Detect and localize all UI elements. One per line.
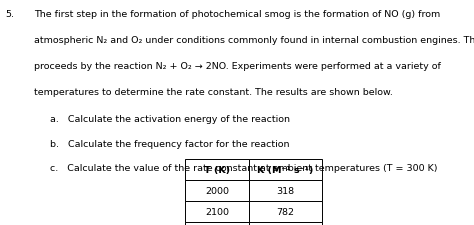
Text: 318: 318 bbox=[276, 186, 295, 195]
Bar bbox=[185, 201, 249, 222]
Text: T (K): T (K) bbox=[204, 166, 230, 175]
Bar bbox=[185, 222, 249, 225]
Text: b.   Calculate the frequency factor for the reaction: b. Calculate the frequency factor for th… bbox=[50, 139, 289, 148]
Text: 2000: 2000 bbox=[205, 186, 229, 195]
Text: proceeds by the reaction N₂ + O₂ → 2NO. Experiments were performed at a variety : proceeds by the reaction N₂ + O₂ → 2NO. … bbox=[34, 62, 441, 71]
Text: atmospheric N₂ and O₂ under conditions commonly found in internal combustion eng: atmospheric N₂ and O₂ under conditions c… bbox=[34, 36, 474, 45]
Bar bbox=[249, 160, 322, 180]
Text: 2100: 2100 bbox=[205, 207, 229, 216]
Bar bbox=[249, 201, 322, 222]
Text: a.   Calculate the activation energy of the reaction: a. Calculate the activation energy of th… bbox=[50, 115, 290, 124]
Bar bbox=[185, 180, 249, 201]
Text: 782: 782 bbox=[277, 207, 294, 216]
Text: c.   Calculate the value of the rate constant at ambient temperatures (T = 300 K: c. Calculate the value of the rate const… bbox=[50, 163, 438, 172]
Text: K (M⁻¹ s⁻¹): K (M⁻¹ s⁻¹) bbox=[257, 166, 314, 175]
Text: The first step in the formation of photochemical smog is the formation of NO (g): The first step in the formation of photo… bbox=[34, 10, 440, 19]
Text: temperatures to determine the rate constant. The results are shown below.: temperatures to determine the rate const… bbox=[34, 88, 393, 97]
Bar bbox=[249, 180, 322, 201]
Text: 5.: 5. bbox=[6, 10, 15, 19]
Bar bbox=[185, 160, 249, 180]
Bar bbox=[249, 222, 322, 225]
